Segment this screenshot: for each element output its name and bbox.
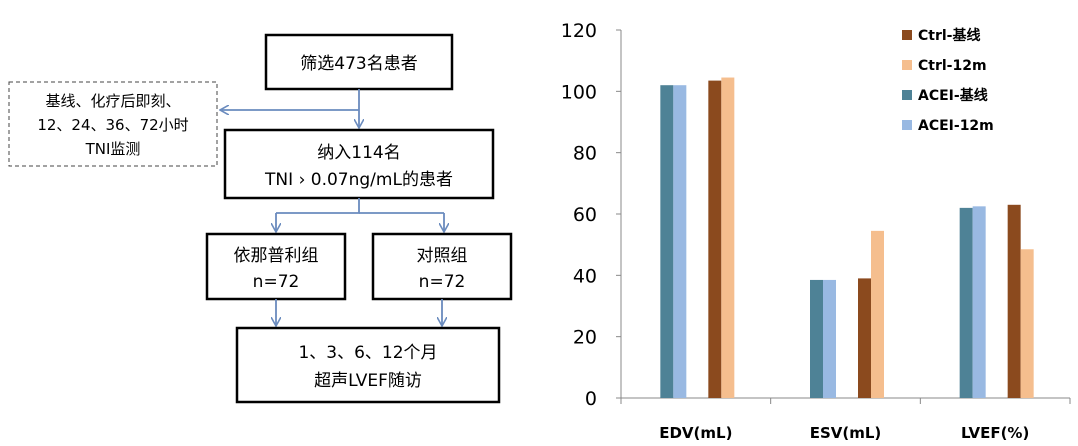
legend-swatch xyxy=(902,120,912,130)
followup-box xyxy=(235,326,501,404)
bar xyxy=(660,85,674,398)
bar xyxy=(871,230,884,398)
enalapril-group-line-2: n=72 xyxy=(253,272,300,292)
legend-swatch xyxy=(902,90,912,100)
flowchart: 筛选473名患者 基线、化疗后即刻、 12、24、36、72小时 TNI监测 纳… xyxy=(8,33,513,404)
bar xyxy=(708,80,722,398)
arrow-split-connector xyxy=(276,198,360,214)
bar xyxy=(673,85,687,398)
screening-box xyxy=(264,33,454,91)
category-label: EDV(mL) xyxy=(659,424,732,442)
tni-note-line-1: 基线、化疗后即刻、 xyxy=(45,92,180,110)
legend-swatch xyxy=(902,30,912,40)
y-tick-label: 60 xyxy=(573,204,597,226)
tni-monitoring-note xyxy=(8,81,218,167)
enrollment-line-2: TNI › 0.07ng/mL的患者 xyxy=(264,170,453,190)
legend-label: ACEI-基线 xyxy=(918,87,988,104)
enrollment-line-1: 纳入114名 xyxy=(317,143,400,163)
tni-note-line-3: TNI监测 xyxy=(85,140,141,158)
legend-label: Ctrl-基线 xyxy=(918,27,980,44)
y-tick-label: 0 xyxy=(585,388,597,410)
enrollment-box xyxy=(223,128,495,200)
followup-line-2: 超声LVEF随访 xyxy=(314,371,422,391)
control-group-box xyxy=(371,232,513,301)
bar xyxy=(810,279,823,398)
enalapril-group-line-1: 依那普利组 xyxy=(234,246,319,266)
bar-chart: 0 20 40 60 80 100 120 EDV(mL) ESV(mL) LVEF(%) Ctrl… xyxy=(561,20,1071,442)
bar xyxy=(721,77,735,399)
category-label: ESV(mL) xyxy=(810,424,882,442)
y-tick-label: 80 xyxy=(573,143,597,165)
legend-label: ACEI-12m xyxy=(918,118,994,134)
bar xyxy=(1020,249,1034,398)
legend-label: Ctrl-12m xyxy=(918,58,987,74)
y-tick-label: 120 xyxy=(561,20,597,42)
category-label: LVEF(%) xyxy=(961,424,1029,442)
bar xyxy=(1007,204,1021,398)
followup-line-1: 1、3、6、12个月 xyxy=(298,343,437,363)
control-group-line-2: n=72 xyxy=(419,272,466,292)
y-tick-label: 20 xyxy=(573,327,597,349)
y-tick-label: 40 xyxy=(573,265,597,287)
legend-swatch xyxy=(902,60,912,70)
bar xyxy=(959,207,973,398)
bar xyxy=(823,279,836,398)
bar xyxy=(972,206,986,398)
y-tick-label: 100 xyxy=(561,81,597,103)
bar xyxy=(858,278,871,398)
screening-box-line-1: 筛选473名患者 xyxy=(300,54,417,74)
tni-note-line-2: 12、24、36、72小时 xyxy=(37,116,188,134)
control-group-line-1: 对照组 xyxy=(417,246,468,266)
